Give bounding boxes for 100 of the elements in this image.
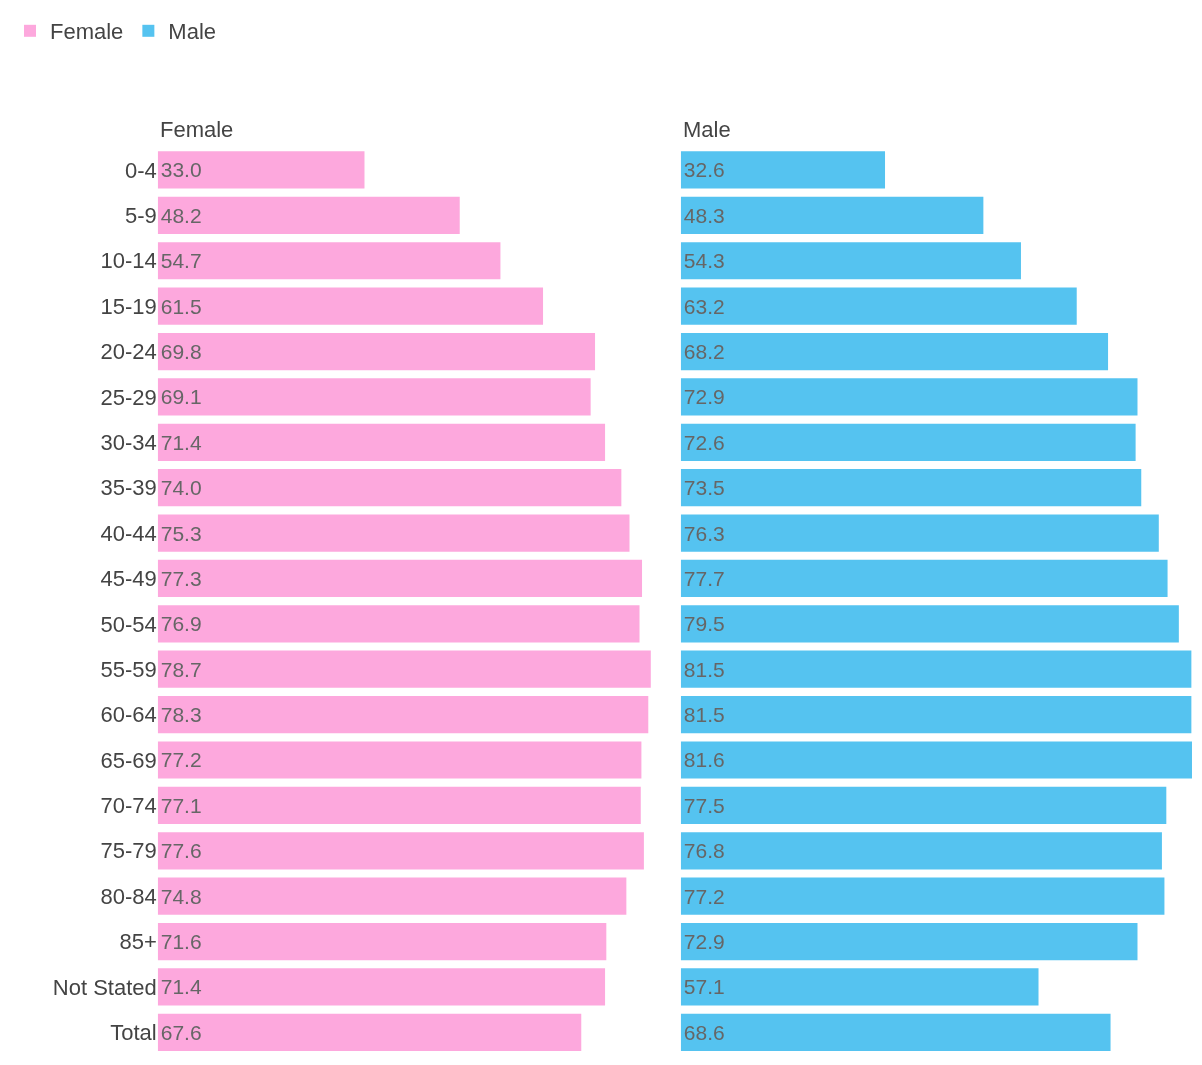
y-tick-label: 20-24 [100,339,157,365]
data-label: 67.6 [160,1020,202,1044]
data-label: 79.5 [683,612,725,636]
y-tick-label: 65-69 [100,747,157,773]
bar [680,514,1159,552]
data-label: 74.0 [160,476,202,500]
bar [680,423,1136,461]
data-label: 71.4 [160,430,202,454]
chart-title: Male [683,117,731,142]
y-tick-label: 85+ [119,929,157,955]
data-label: 81.6 [683,748,725,772]
data-label: 77.5 [683,793,725,817]
bar [680,559,1168,598]
data-label: 73.5 [683,476,725,500]
bar [680,877,1165,915]
bar [157,423,606,461]
bar [157,332,596,371]
y-tick-label: 40-44 [100,520,157,546]
legend-label: Male [168,19,217,45]
data-label: 63.2 [683,294,725,318]
bar [157,242,501,280]
data-label: 72.9 [683,930,725,954]
y-tick-label: 75-79 [100,838,157,864]
bar [157,786,641,824]
bar [680,968,1039,1006]
bar [157,968,606,1006]
y-tick-label: 45-49 [100,566,157,592]
data-label: 74.8 [160,884,202,908]
data-label: 68.6 [683,1020,725,1044]
data-label: 75.3 [160,521,202,545]
bar [680,605,1179,643]
bar [680,332,1109,371]
bar [157,1013,582,1051]
data-label: 76.9 [160,612,202,636]
y-tick-label: Total [110,1020,157,1046]
bar [157,741,642,779]
bar [680,469,1142,507]
data-label: 72.6 [683,430,725,454]
data-label: 48.3 [683,203,725,227]
bar [157,196,460,234]
bar [680,196,984,234]
y-tick-label: 5-9 [124,203,157,229]
legend-label: Female [50,19,124,45]
y-tick-label: 80-84 [100,883,157,909]
bar [680,832,1162,870]
data-label: 77.2 [683,884,725,908]
data-label: 71.6 [160,930,202,954]
data-label: 77.6 [160,839,202,863]
data-label: 77.7 [683,566,725,590]
bar [680,287,1077,325]
data-label: 77.3 [160,566,202,590]
bar [157,922,607,961]
bar [680,786,1167,824]
data-label: 48.2 [160,203,202,227]
bar [680,650,1192,688]
data-label: 69.8 [160,340,202,364]
data-label: 61.5 [160,294,202,318]
bar [157,378,591,416]
data-label: 78.3 [160,703,202,727]
bar [157,605,640,643]
bar [680,741,1192,779]
data-label: 76.3 [683,521,725,545]
bar [157,696,649,734]
data-label: 33.0 [160,158,202,182]
bar [680,242,1021,280]
data-label: 78.7 [160,657,202,681]
y-tick-label: 30-34 [100,430,157,455]
y-tick-label: 10-14 [100,248,157,274]
data-label: 57.1 [683,975,725,999]
chart-title: Female [160,117,234,142]
bar [680,922,1138,961]
data-label: 81.5 [683,657,725,681]
y-tick-label: 25-29 [100,384,157,410]
bar [157,877,627,915]
data-label: 77.2 [160,748,202,772]
bar [157,287,544,325]
data-label: 54.7 [160,249,202,273]
y-tick-label: 0-4 [124,157,157,183]
bar [157,650,651,688]
bar [157,832,644,870]
data-label: 77.1 [160,793,202,817]
y-tick-label: 70-74 [100,793,157,819]
data-label: 68.2 [683,340,725,364]
data-label: 71.4 [160,975,202,999]
bar [157,469,622,507]
bar [680,378,1138,416]
bar [157,151,365,189]
data-label: 72.9 [683,385,725,409]
y-tick-label: 35-39 [100,475,157,501]
bar [680,1013,1111,1051]
data-label: 81.5 [683,703,725,727]
bar [157,559,643,598]
data-label: 32.6 [683,158,725,182]
bar [157,514,630,552]
bar [680,696,1192,734]
y-tick-label: Not Stated [52,974,157,1000]
y-tick-label: 55-59 [100,656,157,682]
data-label: 69.1 [160,385,202,409]
y-tick-label: 15-19 [100,293,157,319]
y-tick-label: 50-54 [100,611,157,637]
